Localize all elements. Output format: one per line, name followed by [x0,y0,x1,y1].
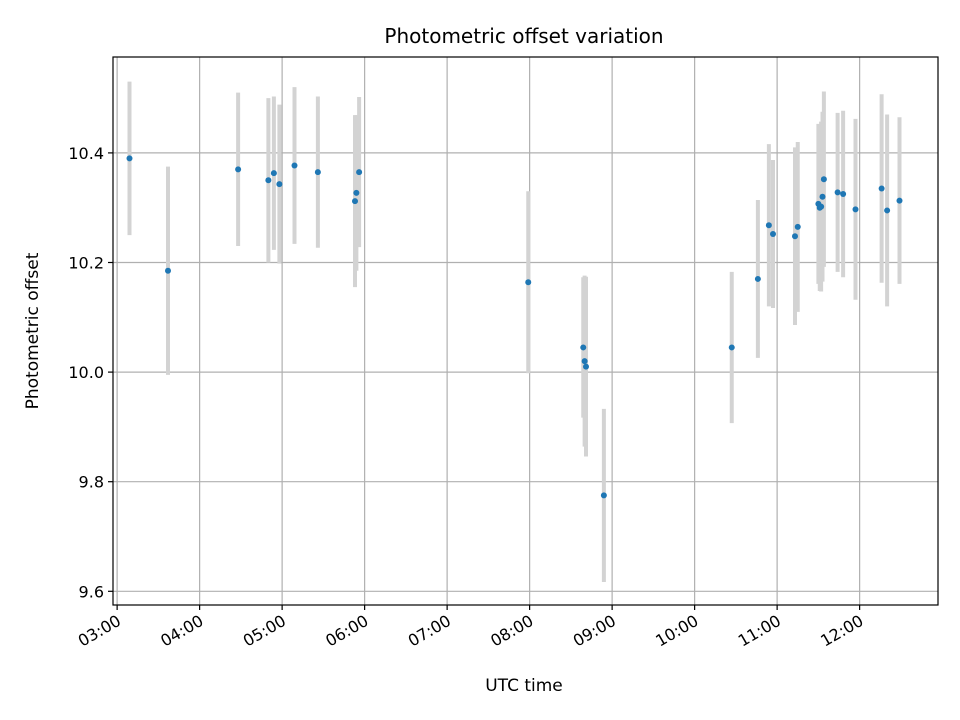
plot-frame [112,56,939,606]
data-point [819,193,826,200]
data-point [265,177,272,184]
data-point [754,275,761,282]
data-point [792,233,798,240]
chart-title: Photometric offset variation [384,24,663,48]
data-point [581,358,588,365]
data-point [525,279,532,286]
data-point [878,185,885,192]
y-axis-label: Photometric offset [23,252,43,409]
data-point [291,162,298,169]
y-tick-label: 10.0 [68,363,104,382]
data-point [728,344,735,351]
data-point [834,189,841,196]
data-point [580,344,587,351]
data-point [852,206,859,213]
data-point [270,170,277,177]
y-tick-label: 9.8 [79,473,104,492]
data-point [356,169,363,176]
data-point [884,207,891,214]
x-axis-label: UTC time [485,676,563,696]
data-point [165,267,171,274]
y-tick-label: 10.4 [68,144,104,163]
y-tick-label: 9.6 [79,582,104,601]
data-point [583,363,589,370]
data-point [353,189,360,196]
data-point [770,231,776,238]
data-point [126,155,133,162]
data-point [276,181,283,188]
y-axis-ticks: 9.6 9.8 10.0 10.2 10.4 [68,144,113,601]
data-point [818,203,825,210]
data-point [314,169,321,176]
data-point [600,492,607,499]
data-point [235,166,242,173]
data-points [126,155,903,499]
data-point [794,223,801,230]
data-point [840,191,847,197]
y-tick-label: 10.2 [68,254,104,273]
data-point [820,176,827,183]
data-point [352,198,358,205]
data-point [765,222,772,229]
data-point [896,197,903,204]
